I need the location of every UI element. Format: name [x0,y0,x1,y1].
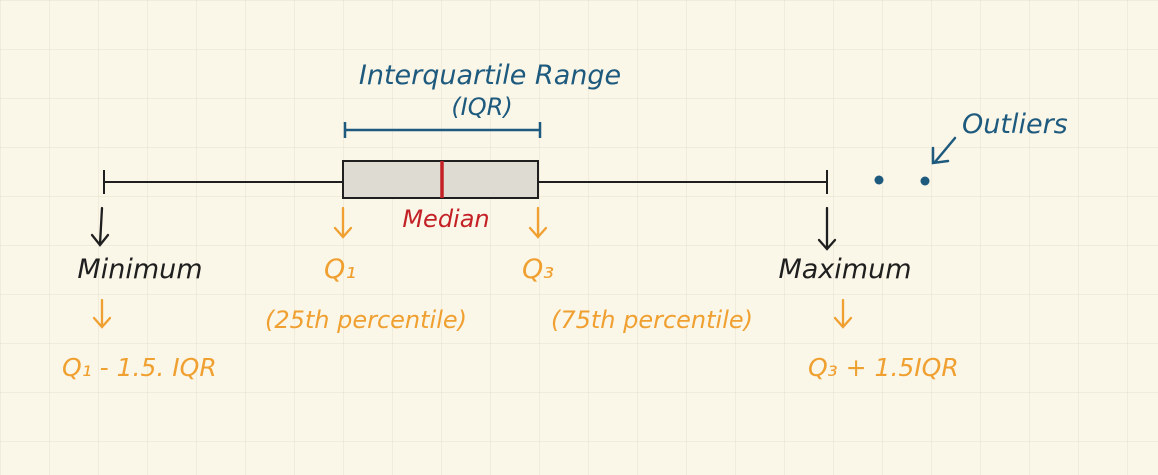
minimum-label: Minimum [77,254,202,285]
whiskers [103,170,828,194]
outliers-arrow [931,136,957,165]
outlier-point-icon [874,175,884,185]
iqr-bracket [343,122,542,138]
minimum-formula: Q₁ - 1.5. IQR [62,353,217,382]
q3-label: Q₃ [522,254,554,285]
q3-percentile: (75th percentile) [551,306,753,334]
iqr-label: Interquartile Range [359,60,621,91]
down-arrow-icon [92,298,112,329]
down-arrow-icon [528,206,548,239]
down-arrow-icon [833,298,853,329]
outlier-point-icon [920,176,930,186]
iqr-abbreviation: (IQR) [451,93,512,121]
down-arrow-icon [90,206,110,247]
down-arrow-icon [817,206,837,251]
maximum-formula: Q₃ + 1.5IQR [808,353,959,382]
median-label: Median [402,205,489,233]
outliers-label: Outliers [962,109,1068,140]
q1-label: Q₁ [324,254,356,285]
down-arrow-icon [333,206,353,239]
maximum-label: Maximum [778,254,911,285]
q1-percentile: (25th percentile) [265,306,467,334]
